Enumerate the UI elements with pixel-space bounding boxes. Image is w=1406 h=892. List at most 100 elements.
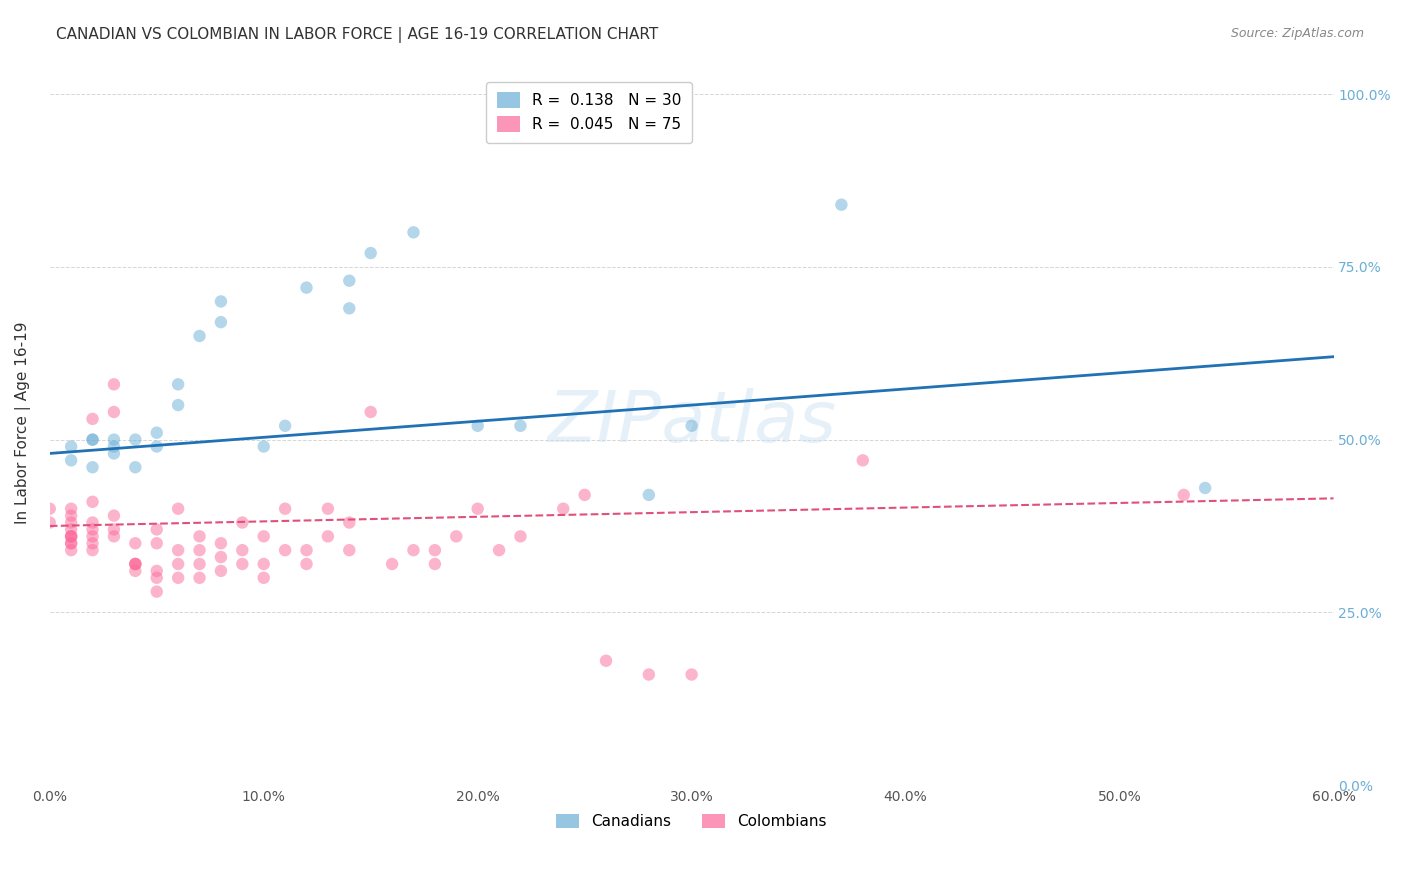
Point [253, 529, 276, 543]
Point [60, 523, 83, 537]
Point [188, 543, 211, 558]
Point [337, 516, 360, 530]
Point [681, 418, 703, 433]
Point [253, 571, 276, 585]
Point [574, 488, 596, 502]
Point [82, 543, 104, 558]
Point [295, 280, 318, 294]
Point [1173, 488, 1195, 502]
Point [209, 294, 232, 309]
Point [103, 440, 125, 454]
Point [38, 501, 60, 516]
Point [103, 508, 125, 523]
Point [209, 536, 232, 550]
Point [1194, 481, 1216, 495]
Point [124, 557, 146, 571]
Point [488, 543, 510, 558]
Point [553, 501, 575, 516]
Point [467, 501, 489, 516]
Point [82, 536, 104, 550]
Point [167, 571, 190, 585]
Point [124, 557, 146, 571]
Text: ZIPatlas: ZIPatlas [547, 388, 837, 457]
Point [316, 501, 339, 516]
Point [82, 529, 104, 543]
Point [830, 197, 852, 211]
Point [446, 529, 468, 543]
Point [423, 557, 446, 571]
Point [167, 543, 190, 558]
Point [209, 550, 232, 565]
Point [103, 446, 125, 460]
Point [60, 516, 83, 530]
Legend: Canadians, Colombians: Canadians, Colombians [550, 808, 832, 836]
Point [595, 654, 617, 668]
Point [124, 536, 146, 550]
Point [103, 405, 125, 419]
Point [60, 529, 83, 543]
Point [209, 564, 232, 578]
Point [82, 460, 104, 475]
Point [145, 536, 167, 550]
Point [188, 557, 211, 571]
Point [337, 301, 360, 316]
Point [82, 412, 104, 426]
Point [209, 315, 232, 329]
Point [124, 433, 146, 447]
Point [509, 418, 531, 433]
Point [103, 433, 125, 447]
Point [188, 571, 211, 585]
Point [145, 564, 167, 578]
Point [82, 516, 104, 530]
Point [103, 377, 125, 392]
Point [188, 529, 211, 543]
Point [295, 557, 318, 571]
Point [82, 433, 104, 447]
Point [402, 225, 425, 239]
Point [82, 433, 104, 447]
Point [82, 523, 104, 537]
Point [60, 529, 83, 543]
Point [167, 377, 190, 392]
Point [167, 557, 190, 571]
Point [253, 440, 276, 454]
Point [60, 508, 83, 523]
Point [337, 543, 360, 558]
Point [509, 529, 531, 543]
Point [253, 557, 276, 571]
Point [231, 516, 253, 530]
Point [38, 516, 60, 530]
Point [381, 557, 404, 571]
Point [423, 543, 446, 558]
Point [145, 425, 167, 440]
Point [852, 453, 875, 467]
Point [167, 398, 190, 412]
Point [60, 501, 83, 516]
Point [60, 536, 83, 550]
Point [337, 274, 360, 288]
Point [188, 329, 211, 343]
Point [103, 529, 125, 543]
Point [402, 543, 425, 558]
Point [637, 667, 659, 681]
Text: Source: ZipAtlas.com: Source: ZipAtlas.com [1230, 27, 1364, 40]
Point [145, 571, 167, 585]
Point [145, 523, 167, 537]
Point [316, 529, 339, 543]
Point [145, 584, 167, 599]
Point [637, 488, 659, 502]
Point [274, 418, 297, 433]
Point [60, 543, 83, 558]
Point [103, 523, 125, 537]
Point [124, 557, 146, 571]
Point [60, 440, 83, 454]
Y-axis label: In Labor Force | Age 16-19: In Labor Force | Age 16-19 [15, 321, 31, 524]
Text: CANADIAN VS COLOMBIAN IN LABOR FORCE | AGE 16-19 CORRELATION CHART: CANADIAN VS COLOMBIAN IN LABOR FORCE | A… [56, 27, 658, 43]
Point [60, 529, 83, 543]
Point [274, 501, 297, 516]
Point [295, 543, 318, 558]
Point [231, 543, 253, 558]
Point [274, 543, 297, 558]
Point [681, 667, 703, 681]
Point [231, 557, 253, 571]
